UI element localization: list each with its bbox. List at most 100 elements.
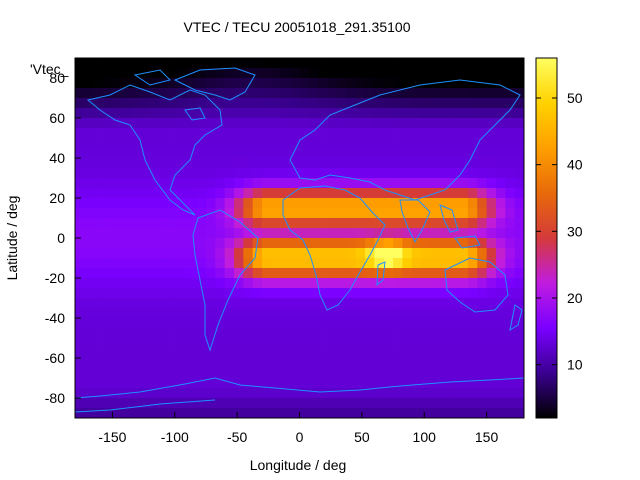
heat-cell bbox=[84, 328, 95, 339]
heat-cell bbox=[196, 158, 207, 169]
heat-cell bbox=[318, 158, 328, 169]
heat-cell bbox=[336, 118, 347, 129]
heat-cell bbox=[393, 108, 403, 119]
heat-cell bbox=[205, 288, 216, 299]
heat-cell bbox=[477, 388, 487, 399]
heat-cell bbox=[280, 88, 291, 99]
heat-cell bbox=[327, 98, 338, 109]
heat-cell bbox=[75, 338, 85, 349]
heat-cell bbox=[149, 158, 160, 169]
heat-cell bbox=[75, 198, 85, 209]
heat-cell bbox=[234, 398, 244, 409]
heat-cell bbox=[467, 388, 478, 399]
heat-cell bbox=[103, 238, 113, 249]
heat-cell bbox=[224, 278, 235, 289]
heat-cell bbox=[103, 108, 113, 119]
heat-cell bbox=[168, 228, 179, 239]
heat-cell bbox=[140, 128, 151, 139]
heat-cell bbox=[449, 398, 459, 409]
heat-cell bbox=[383, 378, 394, 389]
heat-cell bbox=[486, 68, 497, 79]
heat-cell bbox=[205, 158, 216, 169]
heat-cell bbox=[449, 278, 459, 289]
heat-cell bbox=[421, 308, 431, 319]
heat-cell bbox=[149, 318, 160, 329]
southeast-asia-outline bbox=[439, 204, 481, 249]
heat-cell bbox=[149, 248, 160, 259]
heat-cell bbox=[402, 138, 413, 149]
heat-cell bbox=[467, 298, 478, 309]
heat-cell bbox=[215, 318, 226, 329]
heat-cell bbox=[439, 358, 450, 369]
heat-cell bbox=[93, 68, 104, 79]
heat-cell bbox=[495, 168, 506, 179]
heat-cell bbox=[149, 168, 160, 179]
heat-cell bbox=[421, 108, 431, 119]
heat-cell bbox=[299, 78, 310, 89]
heat-cell bbox=[112, 358, 123, 369]
heat-cell bbox=[336, 298, 347, 309]
heat-cell bbox=[514, 348, 525, 359]
heat-cell bbox=[346, 328, 357, 339]
heat-cell bbox=[364, 248, 375, 259]
heat-cell bbox=[364, 78, 375, 89]
heat-cell bbox=[495, 308, 506, 319]
heat-cell bbox=[243, 268, 254, 279]
heat-cell bbox=[177, 238, 188, 249]
heat-cell bbox=[196, 348, 207, 359]
heat-cell bbox=[449, 228, 459, 239]
heat-cell bbox=[290, 368, 300, 379]
heat-cell bbox=[215, 308, 226, 319]
heat-cell bbox=[449, 168, 459, 179]
heat-cell bbox=[514, 278, 525, 289]
heat-cell bbox=[346, 268, 357, 279]
heat-cell bbox=[458, 98, 469, 109]
heat-cell bbox=[477, 368, 487, 379]
heat-cell bbox=[121, 338, 132, 349]
heat-cell bbox=[121, 328, 132, 339]
heat-cell bbox=[327, 398, 338, 409]
heat-cell bbox=[383, 368, 394, 379]
heat-cell bbox=[374, 108, 385, 119]
heat-cell bbox=[393, 88, 403, 99]
heat-cell bbox=[93, 88, 104, 99]
heat-cell bbox=[280, 208, 291, 219]
heat-cell bbox=[411, 398, 422, 409]
heat-cell bbox=[346, 78, 357, 89]
heat-cell bbox=[290, 98, 300, 109]
heat-cell bbox=[290, 178, 300, 189]
heat-cell bbox=[505, 218, 516, 229]
heat-cell bbox=[505, 298, 516, 309]
heat-cell bbox=[383, 188, 394, 199]
heat-cell bbox=[318, 208, 328, 219]
heat-cell bbox=[327, 358, 338, 369]
heat-cell bbox=[243, 308, 254, 319]
heat-cell bbox=[346, 318, 357, 329]
heat-cell bbox=[187, 98, 197, 109]
heat-cell bbox=[103, 218, 113, 229]
heat-cell bbox=[252, 128, 263, 139]
heat-cell bbox=[84, 128, 95, 139]
heat-cell bbox=[224, 108, 235, 119]
heat-cell bbox=[449, 338, 459, 349]
heat-cell bbox=[252, 88, 263, 99]
heat-cell bbox=[318, 118, 328, 129]
australia-outline bbox=[444, 257, 509, 313]
heat-cell bbox=[84, 98, 95, 109]
heat-cell bbox=[196, 238, 207, 249]
heat-cell bbox=[486, 288, 497, 299]
heat-cell bbox=[243, 298, 254, 309]
heat-cell bbox=[262, 388, 272, 399]
heat-cell bbox=[271, 188, 282, 199]
heat-cell bbox=[495, 378, 506, 389]
heat-cell bbox=[121, 178, 132, 189]
heat-cell bbox=[112, 158, 123, 169]
heat-cell bbox=[477, 178, 487, 189]
heat-cell bbox=[121, 138, 132, 149]
heat-cell bbox=[393, 98, 403, 109]
heat-cell bbox=[121, 158, 132, 169]
heat-cell bbox=[196, 408, 207, 419]
heat-cell bbox=[477, 268, 487, 279]
heat-cell bbox=[84, 288, 95, 299]
heat-cell bbox=[196, 318, 207, 329]
